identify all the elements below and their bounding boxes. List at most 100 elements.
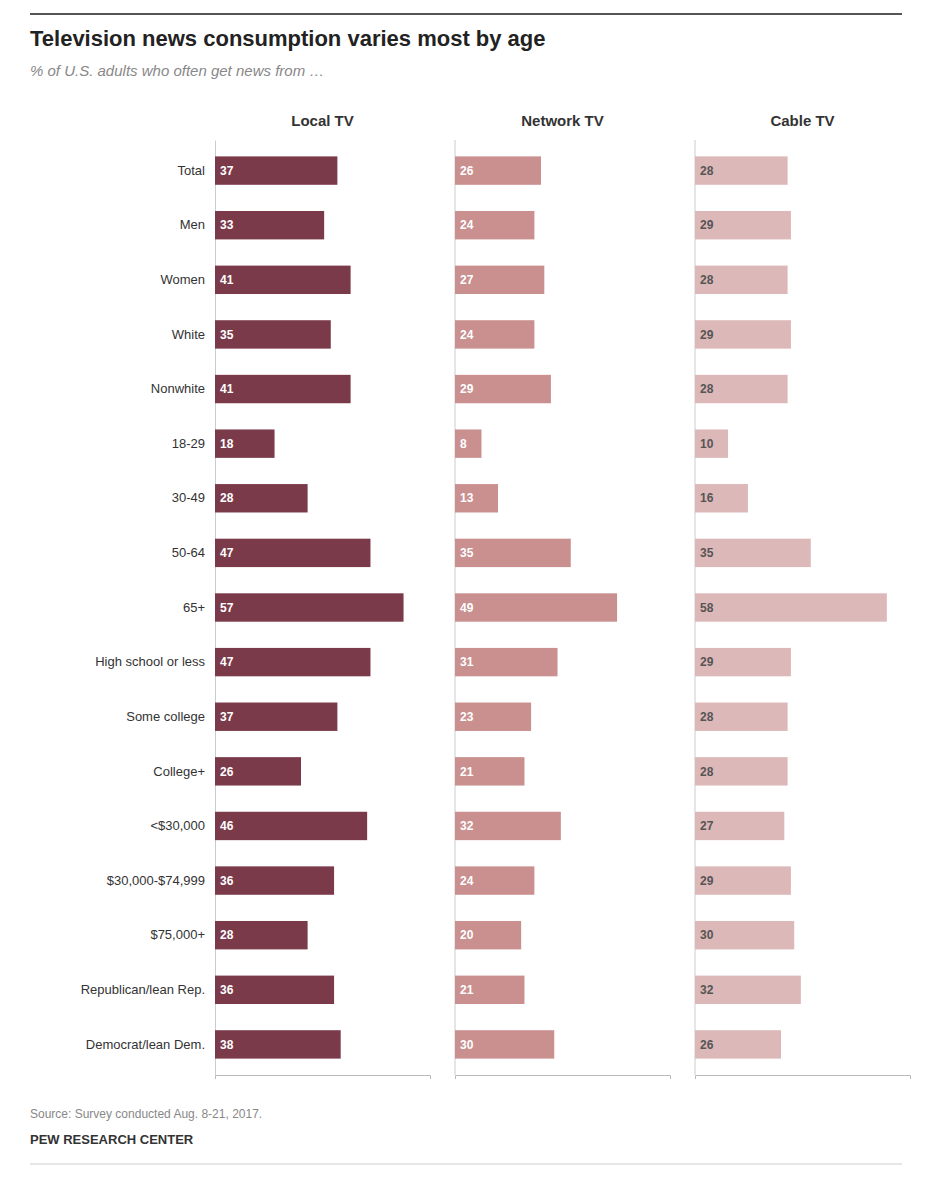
tick: Nonwhite <box>151 381 215 396</box>
bar <box>695 539 811 567</box>
data-label: 35 <box>700 546 714 560</box>
category-label: 18-29 <box>172 436 205 451</box>
data-label: 18 <box>220 437 234 451</box>
bar <box>215 211 324 239</box>
category-label: Nonwhite <box>151 381 205 396</box>
data-label: 57 <box>220 601 234 615</box>
bar <box>215 976 334 1004</box>
bar <box>455 156 541 184</box>
category-label: Democrat/lean Dem. <box>86 1037 205 1052</box>
bar <box>455 266 544 294</box>
data-label: 28 <box>700 164 714 178</box>
bottom-rule <box>30 1164 902 1165</box>
bar <box>455 648 558 676</box>
category-label: College+ <box>153 764 205 779</box>
chart: Television news consumption varies most … <box>0 0 932 1190</box>
axis-line <box>696 1076 911 1080</box>
data-label: 10 <box>700 437 714 451</box>
x-axis <box>456 1076 671 1080</box>
data-label: 36 <box>220 983 234 997</box>
panel-header: Cable TV <box>770 112 834 129</box>
bar <box>455 539 571 567</box>
data-label: 29 <box>460 382 474 396</box>
bar <box>695 757 788 785</box>
category-label: Some college <box>126 709 205 724</box>
data-label: 29 <box>700 328 714 342</box>
bar <box>455 757 524 785</box>
data-label: 27 <box>700 819 714 833</box>
top-rule <box>30 13 902 15</box>
bar <box>215 429 275 457</box>
bar <box>695 921 794 949</box>
x-axis <box>696 1076 911 1080</box>
data-label: 21 <box>460 765 474 779</box>
bar <box>455 320 534 348</box>
bars <box>695 156 887 1058</box>
data-label: 58 <box>700 601 714 615</box>
panel-header: Network TV <box>521 112 604 129</box>
bar <box>455 429 481 457</box>
category-label: 65+ <box>183 600 205 615</box>
category-label: 50-64 <box>172 545 205 560</box>
bar <box>215 593 404 621</box>
bar <box>695 648 791 676</box>
bar <box>215 156 337 184</box>
data-label: 31 <box>460 655 474 669</box>
data-label: 23 <box>460 710 474 724</box>
bar <box>215 648 370 676</box>
bar <box>695 593 887 621</box>
data-label: 32 <box>700 983 714 997</box>
axis-line <box>216 1076 431 1080</box>
data-label: 20 <box>460 928 474 942</box>
axis-line <box>456 1076 671 1080</box>
category-label: High school or less <box>95 654 205 669</box>
bars <box>455 156 617 1058</box>
tick: <$30,000 <box>150 818 215 833</box>
tick: Men <box>180 217 215 232</box>
bar <box>695 866 791 894</box>
category-label: Women <box>160 272 205 287</box>
bar <box>695 320 791 348</box>
tick: White <box>172 327 215 342</box>
footer: PEW RESEARCH CENTER <box>30 1132 194 1147</box>
bar <box>455 866 534 894</box>
bar <box>215 320 331 348</box>
tick: Republican/lean Rep. <box>81 982 215 997</box>
bar <box>695 1030 781 1058</box>
tick: Total <box>178 163 215 178</box>
data-label: 47 <box>220 655 234 669</box>
x-axis <box>216 1076 431 1080</box>
bar <box>695 156 788 184</box>
bar <box>695 812 784 840</box>
tick: Democrat/lean Dem. <box>86 1037 215 1052</box>
data-label: 35 <box>220 328 234 342</box>
data-label: 24 <box>460 874 474 888</box>
data-label: 36 <box>220 874 234 888</box>
data-label: 47 <box>220 546 234 560</box>
category-label: Republican/lean Rep. <box>81 982 205 997</box>
data-label: 28 <box>700 710 714 724</box>
bar <box>695 703 788 731</box>
data-label: 37 <box>220 164 234 178</box>
bar <box>215 812 367 840</box>
panel-header: Local TV <box>291 112 354 129</box>
data-label: 41 <box>220 273 234 287</box>
bar <box>455 211 534 239</box>
category-label: White <box>172 327 205 342</box>
bars <box>215 156 404 1058</box>
subtitle: % of U.S. adults who often get news from… <box>30 62 324 79</box>
data-label: 28 <box>700 273 714 287</box>
data-label: 29 <box>700 655 714 669</box>
tick: $30,000-$74,999 <box>107 873 215 888</box>
data-label: 27 <box>460 273 474 287</box>
bar <box>215 539 370 567</box>
data-label: 46 <box>220 819 234 833</box>
tick: $75,000+ <box>150 927 215 942</box>
bar <box>215 866 334 894</box>
bar <box>455 375 551 403</box>
category-label: $30,000-$74,999 <box>107 873 205 888</box>
bar <box>215 703 337 731</box>
bar <box>455 921 521 949</box>
data-label: 13 <box>460 491 474 505</box>
bar <box>695 375 788 403</box>
